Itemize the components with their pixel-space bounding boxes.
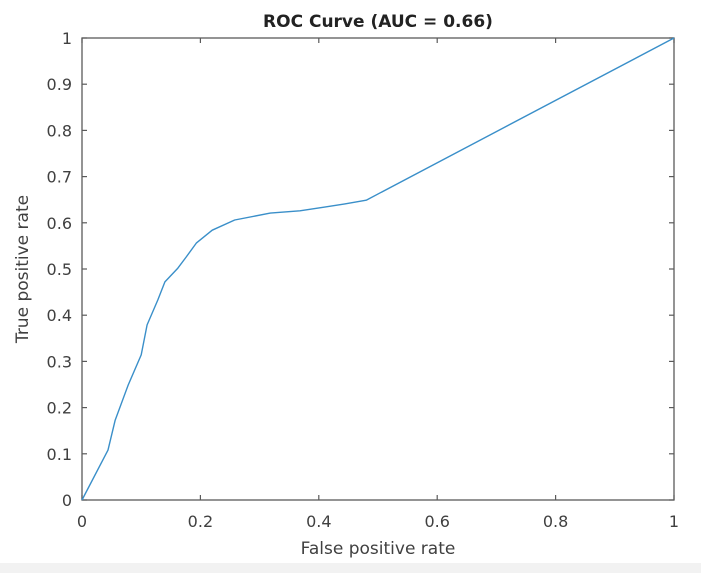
axes-box	[81, 37, 675, 501]
y-tick-label: 0.2	[47, 399, 72, 418]
y-tick-label: 0.9	[47, 75, 72, 94]
x-axis-label: False positive rate	[301, 539, 456, 559]
y-axis-label: True positive rate	[13, 195, 33, 344]
y-tick-label: 0.7	[47, 168, 72, 187]
x-tick-label: 0.8	[543, 512, 568, 531]
y-tick-label: 0	[62, 491, 72, 510]
bottom-strip	[0, 563, 701, 573]
y-tick-label: 0.4	[47, 306, 72, 325]
chart-title: ROC Curve (AUC = 0.66)	[263, 12, 493, 32]
x-tick-label: 0	[77, 512, 87, 531]
x-tick-label: 1	[669, 512, 679, 531]
plot-area: 0 0.2 0.4 0.6 0.8 1 0 0.1 0.2 0.3 0.4 0.5 0.6 0.7 0.8 0…	[47, 29, 680, 531]
y-tick-label: 0.1	[47, 445, 72, 464]
y-tick-label: 0.6	[47, 214, 72, 233]
x-tick-label: 0.6	[424, 512, 449, 531]
x-tick-label: 0.4	[306, 512, 331, 531]
x-tick-label: 0.2	[188, 512, 213, 531]
y-tick-label: 0.8	[47, 121, 72, 140]
y-tick-label: 0.3	[47, 352, 72, 371]
roc-curve-line	[81, 37, 675, 501]
y-tick-label: 0.5	[47, 260, 72, 279]
y-tick-label: 1	[62, 29, 72, 48]
